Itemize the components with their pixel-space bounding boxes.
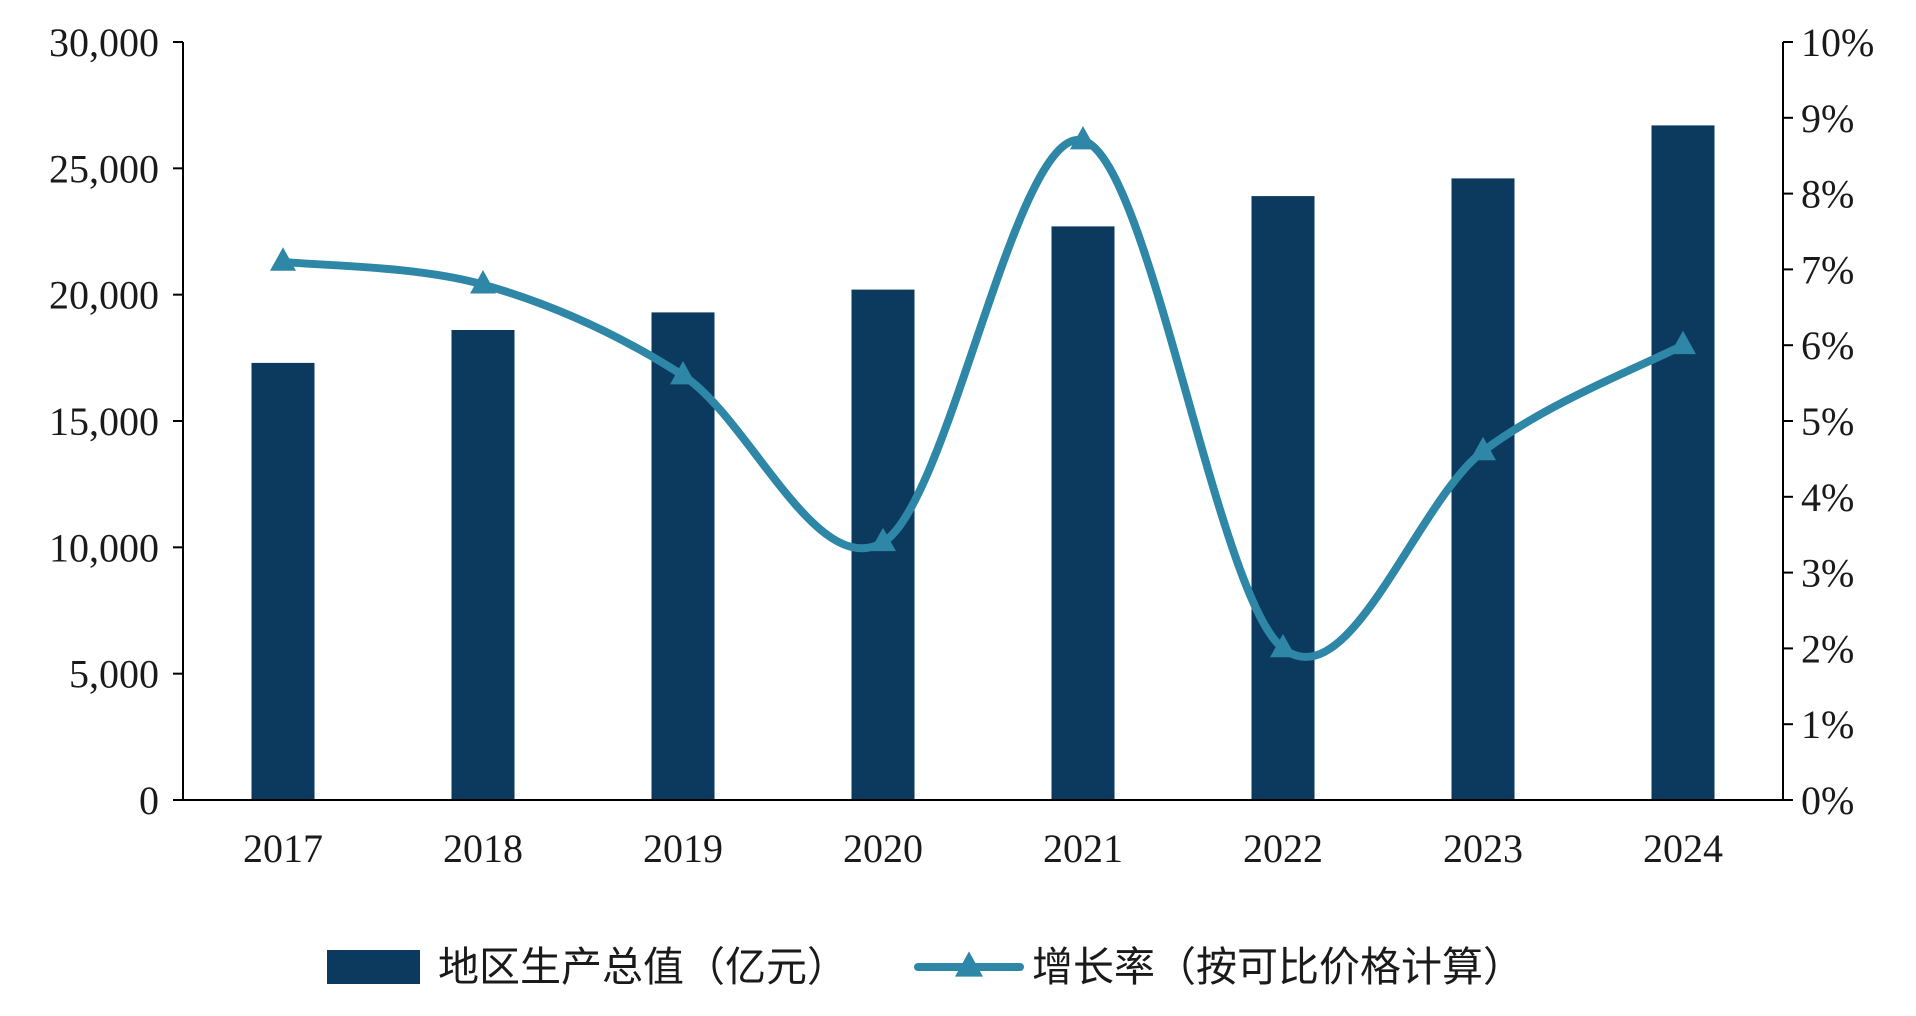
right-tick-label: 8% xyxy=(1801,172,1854,217)
growth-point-2023 xyxy=(1470,436,1496,461)
right-tick-label: 0% xyxy=(1801,778,1854,823)
right-tick-label: 4% xyxy=(1801,475,1854,520)
legend-swatch-gdp xyxy=(327,950,420,984)
x-tick-label: 2024 xyxy=(1643,826,1723,871)
x-tick-label: 2017 xyxy=(243,826,323,871)
bars-layer xyxy=(251,125,1715,801)
bar-gdp-2024 xyxy=(1651,125,1715,800)
x-tick-label: 2023 xyxy=(1443,826,1523,871)
bar-gdp-2019 xyxy=(651,312,715,800)
bar-gdp-2022 xyxy=(1251,196,1315,801)
legend: 地区生产总值（亿元） 增长率（按可比价格计算） xyxy=(327,943,1524,991)
x-tick-label: 2020 xyxy=(843,826,923,871)
growth-rate-line xyxy=(279,136,1687,661)
growth-point-2021 xyxy=(1070,126,1096,150)
bar-gdp-2017 xyxy=(251,362,315,800)
growth-point-2018 xyxy=(470,270,496,294)
right-tick-label: 7% xyxy=(1801,247,1854,292)
x-tick-label: 2019 xyxy=(643,826,723,871)
left-tick-label: 15,000 xyxy=(49,399,159,444)
left-tick-label: 20,000 xyxy=(49,273,159,318)
x-tick-label: 2021 xyxy=(1043,826,1123,871)
right-tick-label: 2% xyxy=(1801,626,1854,671)
legend-label-growth: 增长率（按可比价格计算） xyxy=(1032,943,1524,991)
right-tick-label: 9% xyxy=(1801,96,1854,141)
bar-gdp-2018 xyxy=(451,330,515,800)
right-tick-label: 10% xyxy=(1801,20,1874,65)
growth-point-2024 xyxy=(1670,330,1696,355)
axes-layer: 0 5,000 10,000 15,000 20,000 25,000 30,000 0% 1%… xyxy=(49,20,1874,871)
left-tick-label: 5,000 xyxy=(69,652,159,697)
growth-point-2017 xyxy=(270,247,296,271)
legend-swatch-growth-marker xyxy=(955,951,983,977)
legend-label-gdp: 地区生产总值（亿元） xyxy=(438,943,848,991)
right-tick-label: 3% xyxy=(1801,551,1854,596)
x-tick-label: 2022 xyxy=(1243,826,1323,871)
right-tick-label: 1% xyxy=(1801,702,1854,747)
left-tick-label: 0 xyxy=(139,778,159,823)
left-tick-label: 30,000 xyxy=(49,20,159,65)
left-tick-label: 10,000 xyxy=(49,525,159,570)
right-tick-label: 6% xyxy=(1801,323,1854,368)
growth-line-layer xyxy=(270,126,1696,661)
x-tick-label: 2018 xyxy=(443,826,523,871)
bar-gdp-2023 xyxy=(1451,178,1515,800)
left-tick-label: 25,000 xyxy=(49,146,159,191)
right-tick-label: 5% xyxy=(1801,399,1854,444)
bar-gdp-2021 xyxy=(1051,226,1115,800)
growth-point-2019 xyxy=(670,361,696,385)
growth-point-2020 xyxy=(870,527,896,552)
growth-point-2022 xyxy=(1270,633,1296,658)
